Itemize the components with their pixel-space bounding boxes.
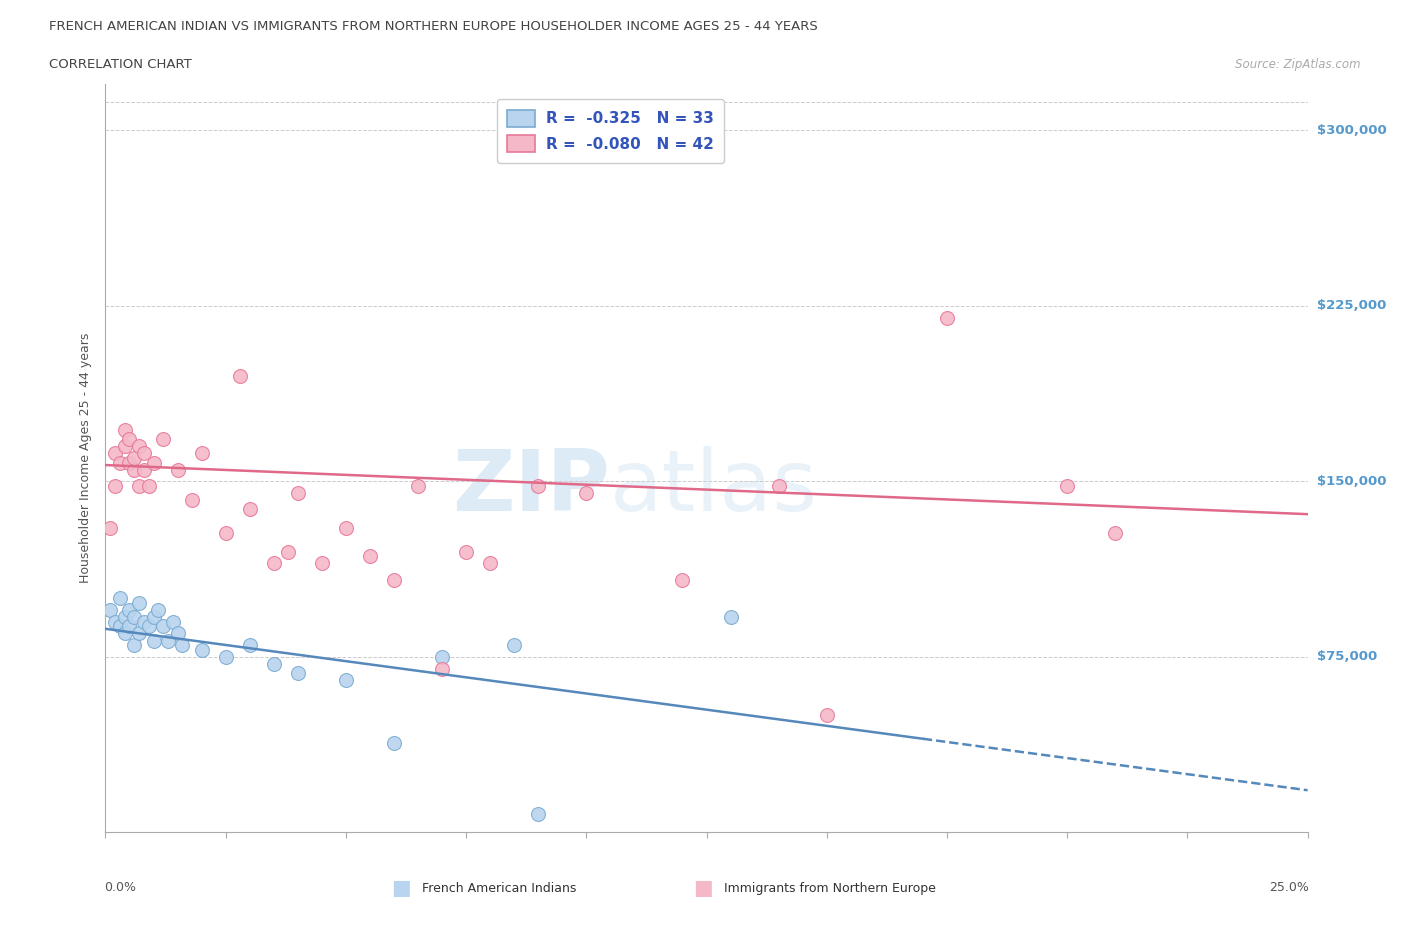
Point <box>128 595 150 610</box>
Point <box>128 439 150 454</box>
Point <box>229 368 252 383</box>
Point <box>1104 525 1126 540</box>
Point <box>359 549 381 564</box>
Point <box>124 462 146 477</box>
Point <box>118 432 141 446</box>
Text: French American Indians: French American Indians <box>422 882 576 895</box>
Point <box>287 666 309 681</box>
Point <box>239 638 262 653</box>
Point <box>124 450 146 465</box>
Point <box>181 493 204 508</box>
Point <box>118 456 141 471</box>
Point <box>214 649 236 664</box>
Point <box>162 615 184 630</box>
Point <box>132 445 155 460</box>
Point <box>132 462 155 477</box>
Point <box>335 521 357 536</box>
Point <box>503 638 526 653</box>
Point <box>335 672 357 687</box>
Point <box>148 603 170 618</box>
Point <box>156 633 179 648</box>
Point <box>172 638 194 653</box>
Text: 25.0%: 25.0% <box>1268 881 1309 894</box>
Point <box>382 572 405 587</box>
Text: FRENCH AMERICAN INDIAN VS IMMIGRANTS FROM NORTHERN EUROPE HOUSEHOLDER INCOME AGE: FRENCH AMERICAN INDIAN VS IMMIGRANTS FRO… <box>49 20 818 33</box>
Point <box>114 610 136 625</box>
Text: $150,000: $150,000 <box>1317 475 1386 488</box>
Point <box>190 445 212 460</box>
Point <box>287 485 309 500</box>
Point <box>936 311 959 325</box>
Point <box>430 661 453 676</box>
Point <box>720 610 742 625</box>
Text: ■: ■ <box>391 878 411 898</box>
Point <box>575 485 598 500</box>
Point <box>108 456 131 471</box>
Point <box>142 610 165 625</box>
Text: Source: ZipAtlas.com: Source: ZipAtlas.com <box>1236 58 1361 71</box>
Point <box>166 462 188 477</box>
Point <box>768 479 790 494</box>
Text: CORRELATION CHART: CORRELATION CHART <box>49 58 193 71</box>
Point <box>406 479 429 494</box>
Point <box>124 638 146 653</box>
Point <box>142 633 165 648</box>
Point <box>430 649 453 664</box>
Point <box>98 603 121 618</box>
Point <box>138 479 160 494</box>
Point <box>239 502 262 517</box>
Point <box>311 556 333 571</box>
Point <box>214 525 236 540</box>
Text: ■: ■ <box>693 878 713 898</box>
Point <box>263 657 285 671</box>
Text: ZIP: ZIP <box>453 446 610 529</box>
Point <box>1056 479 1078 494</box>
Point <box>454 544 477 559</box>
Point <box>527 806 550 821</box>
Point <box>118 619 141 634</box>
Point <box>277 544 299 559</box>
Point <box>108 619 131 634</box>
Point <box>132 615 155 630</box>
Point <box>152 432 174 446</box>
Point <box>527 479 550 494</box>
Text: $75,000: $75,000 <box>1317 650 1378 663</box>
Y-axis label: Householder Income Ages 25 - 44 years: Householder Income Ages 25 - 44 years <box>79 333 93 583</box>
Point <box>98 521 121 536</box>
Point <box>263 556 285 571</box>
Point <box>479 556 502 571</box>
Text: atlas: atlas <box>610 446 818 529</box>
Point <box>104 615 127 630</box>
Point <box>128 479 150 494</box>
Point <box>118 603 141 618</box>
Point <box>104 479 127 494</box>
Point <box>104 445 127 460</box>
Point <box>124 610 146 625</box>
Point <box>108 591 131 605</box>
Point <box>815 708 838 723</box>
Text: $300,000: $300,000 <box>1317 124 1388 137</box>
Text: $225,000: $225,000 <box>1317 299 1386 312</box>
Point <box>138 619 160 634</box>
Point <box>142 456 165 471</box>
Point <box>114 422 136 437</box>
Point <box>114 439 136 454</box>
Text: Immigrants from Northern Europe: Immigrants from Northern Europe <box>724 882 936 895</box>
Legend: R =  -0.325   N = 33, R =  -0.080   N = 42: R = -0.325 N = 33, R = -0.080 N = 42 <box>496 99 724 163</box>
Point <box>114 626 136 641</box>
Point <box>128 626 150 641</box>
Point <box>190 643 212 658</box>
Text: 0.0%: 0.0% <box>104 881 136 894</box>
Point <box>166 626 188 641</box>
Point <box>671 572 693 587</box>
Point <box>382 736 405 751</box>
Point <box>152 619 174 634</box>
